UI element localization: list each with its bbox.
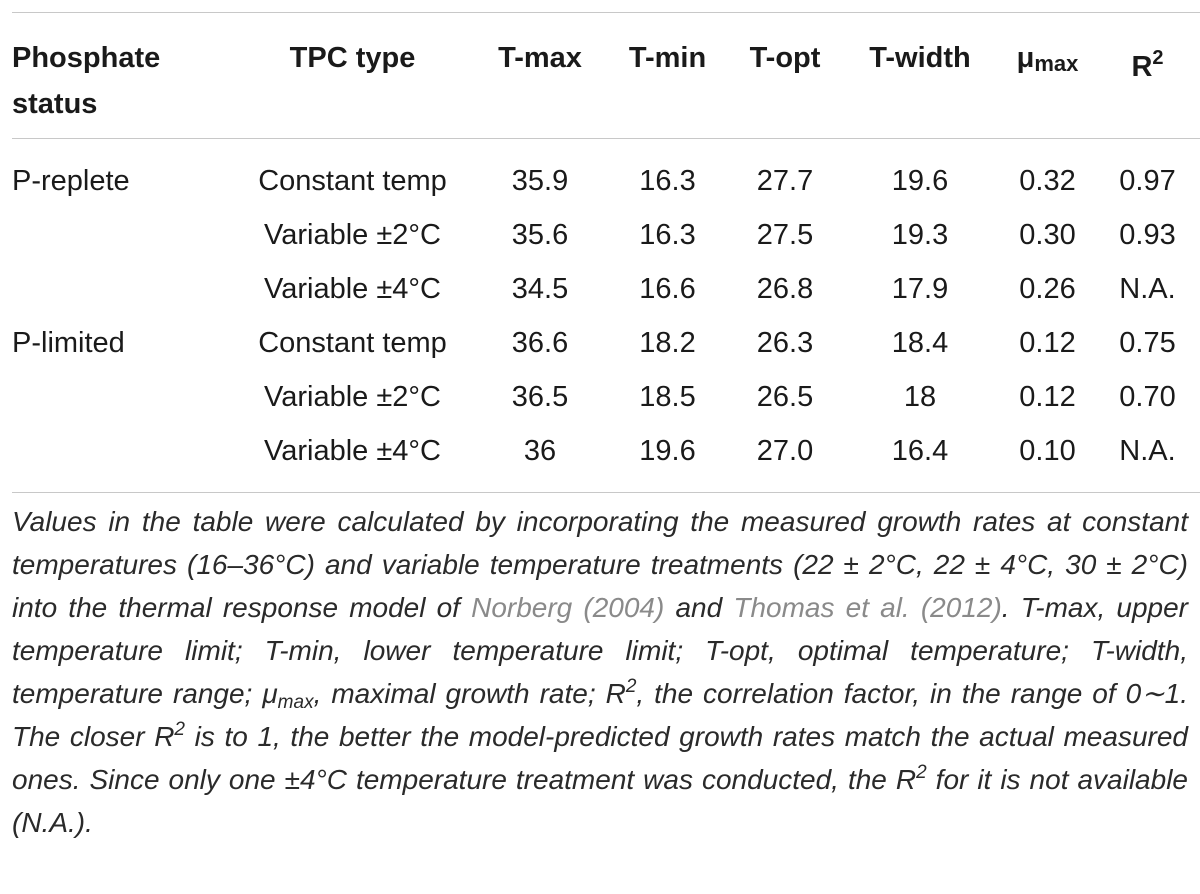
value-cell: 16.4 bbox=[891, 435, 949, 467]
header-cell: TPC type bbox=[230, 13, 475, 139]
table-header: Phosphate status TPC type T-max T-min T-opt T… bbox=[12, 12, 1200, 139]
value-cell: 34.5 bbox=[511, 273, 569, 305]
value-cell: 26.8 bbox=[756, 273, 814, 305]
value-cell: 17.9 bbox=[891, 273, 949, 305]
header-cell: T-min bbox=[605, 13, 730, 139]
value-cell: 0.32 bbox=[1019, 165, 1076, 197]
value-cell: 35.6 bbox=[511, 219, 569, 251]
tpc-type-cell: Constant temp bbox=[258, 165, 447, 197]
header-superscript: 2 bbox=[1152, 47, 1164, 69]
value-cell: 16.3 bbox=[639, 165, 696, 197]
footnote-subscript: max bbox=[277, 692, 314, 713]
value-cell: N.A. bbox=[1119, 273, 1176, 305]
table-row: Variable ±2°C 35.6 16.3 27.5 19.3 0.30 0.93 bbox=[12, 208, 1200, 262]
value-cell: 0.97 bbox=[1119, 165, 1176, 197]
header-text: TPC type bbox=[289, 42, 416, 74]
value-cell: 0.10 bbox=[1019, 435, 1076, 467]
footnote-text: , the correlation factor, in the range o… bbox=[12, 678, 1189, 752]
header-text: T-max bbox=[498, 42, 582, 74]
table-row: Variable ±2°C 36.5 18.5 26.5 18 0.12 0.70 bbox=[12, 370, 1200, 424]
header-subscript: max bbox=[1034, 51, 1079, 76]
header-cell: Phosphate status bbox=[12, 13, 230, 139]
header-text: μ bbox=[1016, 42, 1035, 74]
value-cell: 0.26 bbox=[1019, 273, 1076, 305]
footnote-citation: Norberg (2004) bbox=[471, 592, 665, 623]
value-cell: 27.7 bbox=[756, 165, 814, 197]
value-cell: 27.5 bbox=[756, 219, 814, 251]
value-cell: 35.9 bbox=[511, 165, 569, 197]
value-cell: 18.4 bbox=[891, 327, 949, 359]
table-row: P-limited Constant temp 36.6 18.2 26.3 18.4 0.… bbox=[12, 316, 1200, 370]
footnote-text: . T-max, upper temperature limit; T-min,… bbox=[12, 592, 1189, 709]
status-cell bbox=[12, 424, 230, 493]
table-row: P-replete Constant temp 35.9 16.3 27.7 19.6 0.… bbox=[12, 139, 1200, 209]
data-table: Phosphate status TPC type T-max T-min T-opt T… bbox=[12, 12, 1200, 493]
value-cell: N.A. bbox=[1119, 435, 1176, 467]
footnote-text: Values in the table were calculated by i… bbox=[12, 506, 1188, 623]
header-text: T-opt bbox=[749, 42, 821, 74]
footnote-text: for it is not available (N.A.). bbox=[12, 764, 1188, 838]
status-cell bbox=[12, 370, 230, 424]
table-row: Variable ±4°C 34.5 16.6 26.8 17.9 0.26 N.A. bbox=[12, 262, 1200, 316]
value-cell: 18.5 bbox=[639, 381, 696, 413]
status-cell: P-limited bbox=[12, 316, 230, 370]
footnote-superscript: 2 bbox=[916, 762, 927, 783]
footnote-text: is to 1, the better the model-predicted … bbox=[12, 721, 1188, 795]
header-text: Phosphate status bbox=[12, 42, 161, 120]
table-body: P-replete Constant temp 35.9 16.3 27.7 19.6 0.… bbox=[12, 139, 1200, 493]
value-cell: 26.5 bbox=[756, 381, 814, 413]
value-cell: 19.6 bbox=[891, 165, 949, 197]
value-cell: 0.12 bbox=[1019, 381, 1076, 413]
header-cell: R2 bbox=[1095, 13, 1200, 139]
value-cell: 0.70 bbox=[1119, 381, 1176, 413]
value-cell: 16.3 bbox=[639, 219, 696, 251]
value-cell: 0.12 bbox=[1019, 327, 1076, 359]
header-text: T-min bbox=[628, 42, 707, 74]
footnote-superscript: 2 bbox=[174, 719, 185, 740]
tpc-type-cell: Variable ±2°C bbox=[264, 381, 441, 413]
value-cell: 0.30 bbox=[1019, 219, 1076, 251]
footnote-text: , maximal growth rate; R bbox=[313, 678, 626, 709]
header-cell: T-opt bbox=[730, 13, 840, 139]
tpc-type-cell: Variable ±4°C bbox=[264, 273, 441, 305]
footnote-text: and bbox=[664, 592, 734, 623]
status-text: P-replete bbox=[12, 165, 130, 197]
header-cell: T-width bbox=[840, 13, 1000, 139]
value-cell: 19.6 bbox=[639, 435, 696, 467]
header-cell: T-max bbox=[475, 13, 605, 139]
footnote-superscript: 2 bbox=[625, 676, 637, 697]
value-cell: 27.0 bbox=[756, 435, 814, 467]
value-cell: 36.5 bbox=[511, 381, 569, 413]
status-cell bbox=[12, 262, 230, 316]
value-cell: 16.6 bbox=[639, 273, 696, 305]
value-cell: 26.3 bbox=[756, 327, 814, 359]
footnote-citation: Thomas et al. (2012) bbox=[733, 592, 1002, 623]
tpc-type-cell: Variable ±4°C bbox=[264, 435, 441, 467]
status-cell bbox=[12, 208, 230, 262]
value-cell: 19.3 bbox=[891, 219, 949, 251]
header-text: R bbox=[1131, 51, 1153, 83]
header-row: Phosphate status TPC type T-max T-min T-opt T… bbox=[12, 12, 1200, 139]
value-cell: 0.93 bbox=[1119, 219, 1176, 251]
value-cell: 36.6 bbox=[511, 327, 569, 359]
status-text: P-limited bbox=[12, 327, 125, 359]
header-cell: μmax bbox=[1000, 13, 1095, 139]
value-cell: 18 bbox=[903, 381, 937, 413]
tpc-type-cell: Constant temp bbox=[258, 327, 447, 359]
status-cell: P-replete bbox=[12, 139, 230, 209]
header-text: T-width bbox=[869, 42, 971, 74]
value-cell: 0.75 bbox=[1119, 327, 1176, 359]
tpc-type-cell: Variable ±2°C bbox=[264, 219, 441, 251]
value-cell: 18.2 bbox=[639, 327, 696, 359]
footnote: Values in the table were calculated by i… bbox=[12, 500, 1188, 844]
value-cell: 36 bbox=[523, 435, 557, 467]
table-row: Variable ±4°C 36 19.6 27.0 16.4 0.10 N.A. bbox=[12, 424, 1200, 493]
